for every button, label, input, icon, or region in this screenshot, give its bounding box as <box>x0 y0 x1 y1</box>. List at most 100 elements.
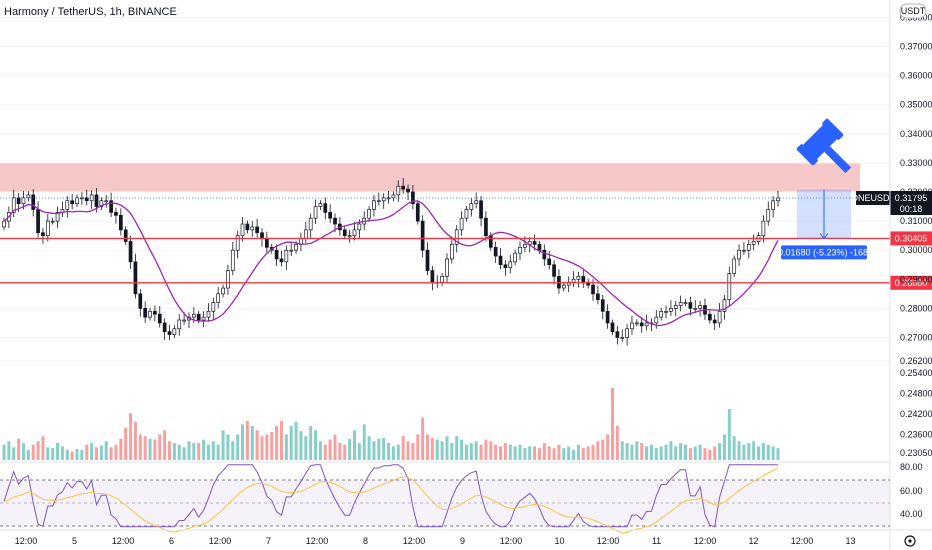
volume-bar <box>484 439 488 460</box>
volume-bar <box>776 448 780 460</box>
candle-body <box>474 200 479 205</box>
volume-bar <box>250 426 254 460</box>
countdown-label: 00:18 <box>900 204 923 214</box>
symbol-tag <box>856 190 890 205</box>
candle-body <box>21 197 26 205</box>
candle-body <box>717 310 722 324</box>
candle-body <box>625 328 629 338</box>
price-tick: 0.31000 <box>900 216 932 226</box>
volume-bar <box>172 443 176 460</box>
volume-bar <box>294 421 298 460</box>
candle-body <box>328 212 333 219</box>
volume-bar <box>591 444 595 460</box>
candle-body <box>518 246 522 254</box>
volume-bar <box>552 448 556 460</box>
time-tick: 5 <box>72 536 77 546</box>
candle-body <box>610 322 615 333</box>
candle-body <box>41 232 45 237</box>
volume-bar <box>713 446 717 460</box>
volume-bar <box>318 441 322 460</box>
volume-bar <box>693 446 697 460</box>
candle-body <box>620 337 625 339</box>
candle-body <box>138 293 143 309</box>
candle-body <box>177 319 182 330</box>
candle-body <box>157 313 162 324</box>
candle-body <box>454 229 459 245</box>
candle-body <box>678 302 683 306</box>
settings-icon[interactable] <box>904 535 916 547</box>
candle-body <box>488 235 493 248</box>
time-tick: 9 <box>460 536 465 546</box>
volume-bar <box>168 441 172 460</box>
volume-bar <box>391 446 395 460</box>
volume-bar <box>221 430 225 460</box>
volume-bar <box>114 444 118 460</box>
volume-bar <box>416 434 420 460</box>
rsi-tick-80: 80.00 <box>900 462 923 472</box>
volume-bar <box>727 409 731 460</box>
candle-body <box>513 252 517 263</box>
volume-bar <box>46 447 50 460</box>
candle-body <box>308 217 313 231</box>
level-label: 0.30405 <box>895 233 928 243</box>
candle-body <box>722 299 727 312</box>
price-tick: 0.30000 <box>900 245 932 255</box>
volume-bar <box>148 438 152 460</box>
price-tick: 0.32000 <box>900 187 932 197</box>
symbol-label: ONEUSDT <box>851 193 896 203</box>
candle-body <box>737 249 741 260</box>
volume-bar <box>206 444 210 460</box>
volume-bar <box>377 438 381 460</box>
volume-bar <box>610 387 614 460</box>
volume-bar <box>669 441 673 460</box>
volume-bar <box>435 439 439 460</box>
candle-body <box>167 331 172 335</box>
candle-body <box>65 200 70 210</box>
candle-body <box>284 249 289 263</box>
chart-title: Harmony / TetherUS, 1h, BINANCE <box>4 6 177 18</box>
candle-body <box>211 302 216 312</box>
candle-body <box>406 188 410 193</box>
candle-body <box>746 244 751 251</box>
time-tick: 10 <box>554 536 564 546</box>
volume-bar <box>742 444 746 460</box>
level-label: 0.28880 <box>895 278 928 288</box>
candle-body <box>537 244 542 251</box>
volume-bar <box>41 436 45 460</box>
candle-body <box>508 261 513 269</box>
volume-bar <box>314 430 318 460</box>
volume-bar <box>703 448 707 460</box>
candle-body <box>250 226 255 231</box>
volume-bar <box>596 441 600 460</box>
candle-body <box>523 244 527 248</box>
time-tick: 12:00 <box>306 536 329 546</box>
candle-body <box>576 276 581 280</box>
time-tick: 12:00 <box>112 536 135 546</box>
volume-bar <box>143 436 147 460</box>
candle-body <box>664 310 668 313</box>
candle-body <box>182 319 186 322</box>
candle-body <box>240 223 245 237</box>
candle-body <box>313 206 318 219</box>
volume-bar <box>187 441 191 460</box>
candle-body <box>347 235 352 238</box>
candle-body <box>493 246 498 257</box>
volume-bar <box>586 446 590 460</box>
candle-body <box>532 241 537 245</box>
price-tick: 0.23600 <box>900 429 932 439</box>
volume-bar <box>625 443 629 460</box>
candle-body <box>172 328 177 335</box>
candle-body <box>600 299 605 312</box>
candle-body <box>367 209 371 219</box>
time-tick: 11 <box>652 536 661 546</box>
volume-bar <box>396 444 400 460</box>
volume-bar <box>65 449 69 460</box>
candle-body <box>55 212 60 222</box>
last-price-tag <box>890 190 932 215</box>
time-tick: 12:00 <box>791 536 814 546</box>
candle-body <box>732 258 737 274</box>
volume-bar <box>533 446 537 460</box>
candle-body <box>376 200 381 203</box>
currency-tag[interactable]: USDT <box>899 3 927 19</box>
